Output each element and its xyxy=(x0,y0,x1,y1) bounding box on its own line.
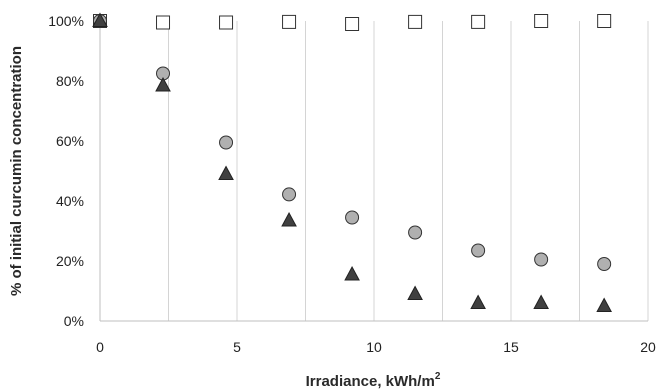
triangle-marker xyxy=(533,294,549,309)
circle-marker xyxy=(597,257,612,271)
circle-marker xyxy=(282,187,297,202)
triangle-marker xyxy=(155,76,171,92)
triangle-marker xyxy=(470,294,486,309)
square-marker xyxy=(408,14,423,29)
data-series xyxy=(92,12,612,312)
square-marker xyxy=(345,17,360,31)
x-tick-label: 0 xyxy=(96,339,104,355)
axes xyxy=(99,21,648,322)
triangle-marker xyxy=(407,285,423,300)
y-tick-label: 60% xyxy=(56,133,84,149)
circle-series xyxy=(93,14,612,271)
vertical-gridlines xyxy=(168,21,649,321)
x-axis-title: Irradiance, kWh/m2 xyxy=(306,371,441,390)
y-tick-label: 40% xyxy=(56,193,84,209)
y-tick-label: 80% xyxy=(56,73,84,89)
triangle-marker xyxy=(92,12,108,27)
square-marker xyxy=(156,15,171,30)
square-series xyxy=(93,14,612,31)
x-axis-title-superscript: 2 xyxy=(435,371,441,382)
circle-marker xyxy=(219,135,234,150)
square-marker xyxy=(219,15,234,30)
x-tick-label: 15 xyxy=(503,339,519,355)
square-marker xyxy=(534,14,549,28)
circle-marker xyxy=(345,210,360,225)
circle-marker xyxy=(408,225,423,240)
triangle-marker xyxy=(596,297,612,312)
y-tick-label: 100% xyxy=(48,13,84,29)
circle-marker xyxy=(471,243,486,258)
x-tick-label: 5 xyxy=(233,339,241,355)
y-tick-label: 20% xyxy=(56,253,84,269)
square-marker xyxy=(282,14,297,29)
y-tick-label: 0% xyxy=(64,313,84,329)
tick-labels: 0% 20% 40% 60% 80% 100% 0 5 10 15 20 xyxy=(48,13,656,355)
square-marker xyxy=(471,14,486,29)
triangle-marker xyxy=(218,165,234,180)
triangle-series xyxy=(92,12,612,312)
x-tick-label: 20 xyxy=(640,339,656,355)
x-tick-label: 10 xyxy=(366,339,382,355)
square-marker xyxy=(597,14,612,28)
triangle-marker xyxy=(344,265,360,281)
triangle-marker xyxy=(281,211,297,227)
circle-marker xyxy=(534,252,549,267)
y-axis-title: % of initial curcumin concentration xyxy=(8,46,25,296)
x-axis-title-text: Irradiance, kWh/m xyxy=(306,373,435,390)
